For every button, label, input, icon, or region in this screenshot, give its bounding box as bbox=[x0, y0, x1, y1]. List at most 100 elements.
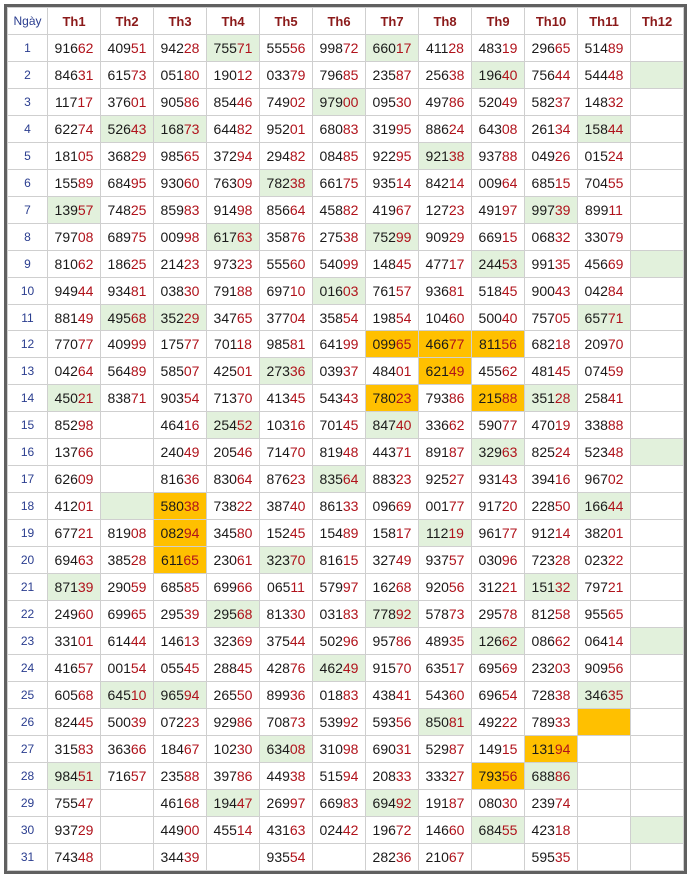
result-number-head: 936 bbox=[425, 282, 449, 299]
result-number-tail: 23 bbox=[448, 201, 465, 218]
result-number-head: 728 bbox=[531, 686, 555, 703]
result-number-head: 450 bbox=[54, 390, 78, 407]
result-number-head: 190 bbox=[213, 66, 237, 83]
result-number-tail: 52 bbox=[236, 417, 253, 434]
result-number-tail: 21 bbox=[77, 525, 94, 542]
result-cell: 93554 bbox=[259, 842, 313, 872]
result-cell: 11717 bbox=[47, 87, 101, 116]
result-number-tail: 94 bbox=[554, 740, 571, 757]
result-number-head: 622 bbox=[54, 120, 78, 137]
result-number-tail: 65 bbox=[607, 605, 624, 622]
result-number-head: 368 bbox=[107, 147, 131, 164]
result-number-head: 215 bbox=[478, 390, 502, 407]
result-cell: 78238 bbox=[259, 168, 313, 197]
result-number-head: 416 bbox=[54, 659, 78, 676]
result-number-head: 358 bbox=[266, 228, 290, 245]
result-number-head: 112 bbox=[426, 525, 449, 542]
result-cell bbox=[630, 249, 684, 278]
result-number-head: 323 bbox=[266, 552, 290, 569]
result-number-head: 847 bbox=[372, 417, 396, 434]
result-cell: 49786 bbox=[418, 87, 472, 116]
result-number-tail: 45 bbox=[77, 713, 94, 730]
result-number-tail: 18 bbox=[554, 336, 571, 353]
column-header-month: Th8 bbox=[418, 7, 472, 35]
result-number-tail: 22 bbox=[607, 552, 624, 569]
result-number-tail: 60 bbox=[448, 821, 465, 838]
table-row: 5 18105 36829 98565 37294 29482 08485 92295 9213… bbox=[7, 141, 684, 170]
result-cell: 78023 bbox=[365, 384, 419, 413]
result-cell: 08485 bbox=[312, 141, 366, 170]
result-number-head: 438 bbox=[372, 686, 396, 703]
result-number-tail: 54 bbox=[342, 309, 359, 326]
result-number-tail: 38 bbox=[289, 767, 306, 784]
result-number-head: 518 bbox=[478, 282, 502, 299]
result-number-tail: 95 bbox=[395, 120, 412, 137]
result-number-head: 810 bbox=[54, 255, 78, 272]
result-cell: 83564 bbox=[312, 465, 366, 494]
day-number: 31 bbox=[7, 842, 48, 872]
result-cell: 68975 bbox=[100, 222, 154, 251]
result-number-head: 449 bbox=[160, 821, 184, 838]
result-number-tail: 19 bbox=[554, 417, 571, 434]
result-cell bbox=[630, 788, 684, 817]
result-number-head: 634 bbox=[266, 740, 290, 757]
result-number-head: 372 bbox=[213, 147, 237, 164]
result-number-tail: 77 bbox=[501, 525, 518, 542]
result-cell: 79188 bbox=[206, 276, 260, 305]
result-cell: 96594 bbox=[153, 680, 207, 709]
result-number-tail: 67 bbox=[448, 848, 465, 865]
result-number-tail: 24 bbox=[554, 444, 571, 461]
result-cell: 77892 bbox=[365, 600, 419, 628]
result-cell: 61763 bbox=[206, 222, 260, 251]
result-cell bbox=[630, 519, 684, 548]
result-number-tail: 43 bbox=[342, 390, 359, 407]
result-number-tail: 89 bbox=[130, 363, 147, 380]
result-number-tail: 88 bbox=[607, 417, 624, 434]
result-cell: 34439 bbox=[153, 842, 207, 872]
result-number-head: 455 bbox=[478, 363, 502, 380]
result-number-head: 920 bbox=[425, 579, 449, 596]
result-number-tail: 44 bbox=[289, 632, 306, 649]
result-number-tail: 09 bbox=[236, 174, 253, 191]
result-number-tail: 15 bbox=[501, 228, 518, 245]
result-number-head: 333 bbox=[425, 767, 449, 784]
result-cell: 87139 bbox=[47, 573, 101, 602]
day-number: 29 bbox=[7, 788, 48, 817]
result-number-tail: 72 bbox=[395, 821, 412, 838]
result-cell: 14915 bbox=[471, 734, 525, 763]
result-number-tail: 99 bbox=[130, 336, 147, 353]
result-number-tail: 43 bbox=[130, 120, 147, 137]
result-number-head: 489 bbox=[425, 632, 449, 649]
result-cell: 93757 bbox=[418, 546, 472, 575]
result-number-tail: 81 bbox=[130, 282, 147, 299]
day-number: 1 bbox=[7, 34, 48, 62]
result-number-head: 903 bbox=[160, 390, 184, 407]
result-number-tail: 92 bbox=[395, 605, 412, 622]
result-number-head: 942 bbox=[160, 39, 184, 56]
result-number-tail: 48 bbox=[607, 66, 624, 83]
result-number-tail: 70 bbox=[289, 444, 306, 461]
result-number-head: 023 bbox=[584, 552, 608, 569]
result-cell: 58237 bbox=[524, 87, 578, 116]
result-number-head: 965 bbox=[160, 686, 184, 703]
result-cell bbox=[577, 842, 631, 872]
result-cell: 65771 bbox=[577, 303, 631, 332]
result-cell bbox=[100, 465, 154, 494]
result-number-tail: 54 bbox=[183, 390, 200, 407]
result-number-tail: 00 bbox=[342, 93, 359, 110]
result-number-head: 579 bbox=[319, 579, 343, 596]
result-number-head: 194 bbox=[213, 794, 237, 811]
result-number-tail: 81 bbox=[448, 713, 465, 730]
result-number-head: 752 bbox=[372, 228, 396, 245]
day-number: 15 bbox=[7, 411, 48, 440]
result-cell: 60568 bbox=[47, 680, 101, 709]
result-number-tail: 66 bbox=[77, 444, 94, 461]
result-number-head: 423 bbox=[531, 821, 555, 838]
result-number-tail: 87 bbox=[395, 66, 412, 83]
result-cell: 01524 bbox=[577, 141, 631, 170]
result-cell: 06832 bbox=[524, 222, 578, 251]
result-number-tail: 71 bbox=[130, 390, 147, 407]
result-number-head: 544 bbox=[584, 66, 608, 83]
result-number-head: 146 bbox=[160, 632, 184, 649]
result-cell: 93514 bbox=[365, 168, 419, 197]
